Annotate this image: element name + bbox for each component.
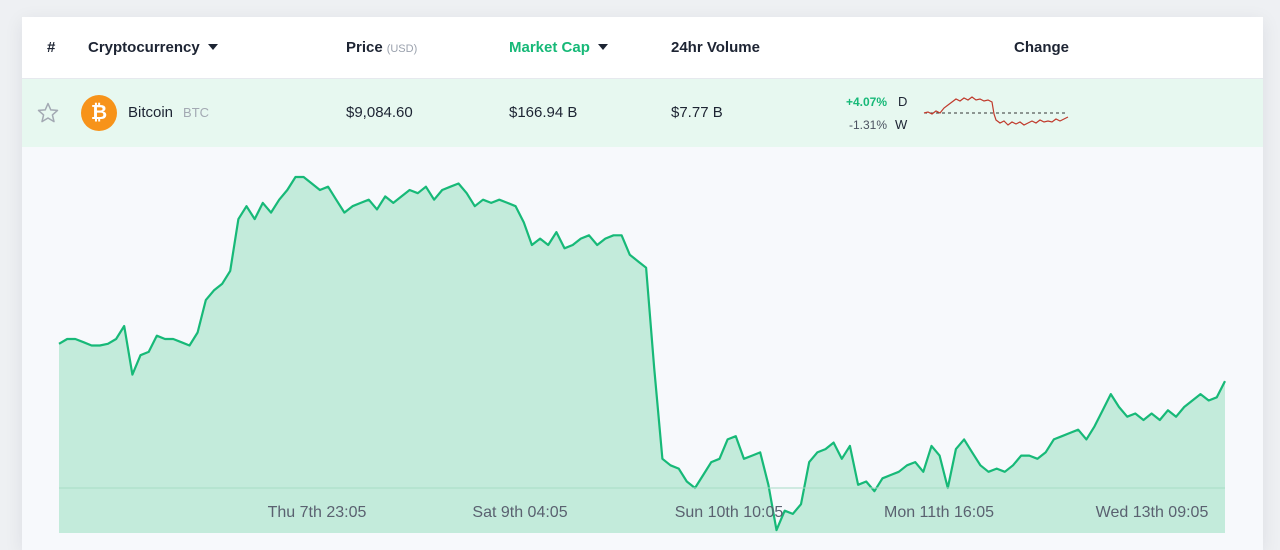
change-week-label: W <box>895 117 908 132</box>
header-market-cap[interactable]: Market Cap <box>509 17 608 78</box>
bitcoin-logo-icon: ₿ <box>81 95 117 131</box>
market-table-card: # Cryptocurrency Price (USD) Market Cap 2… <box>22 17 1263 550</box>
caret-down-icon <box>207 44 218 50</box>
price-area <box>59 177 1225 533</box>
sparkline-line <box>923 96 1069 126</box>
header-market-cap-label: Market Cap <box>509 39 590 56</box>
price-line <box>58 175 1226 532</box>
table-header: # Cryptocurrency Price (USD) Market Cap 2… <box>22 17 1263 79</box>
caret-down-icon <box>597 44 608 50</box>
x-tick-label: Wed 13th 09:05 <box>1096 504 1209 521</box>
header-volume[interactable]: 24hr Volume <box>671 39 760 56</box>
star-outline-icon[interactable] <box>36 101 60 125</box>
change-day-value: +4.07% <box>845 95 887 109</box>
volume-value: $7.77 B <box>671 104 723 121</box>
coin-name: Bitcoin <box>128 104 174 121</box>
header-cryptocurrency-label: Cryptocurrency <box>88 39 200 56</box>
change-sparkline <box>923 96 1069 126</box>
table-row[interactable]: ₿ Bitcoin BTC $9,084.60 $166.94 B $7.77 B… <box>22 79 1263 147</box>
header-cryptocurrency[interactable]: Cryptocurrency <box>88 17 218 78</box>
header-rank[interactable]: # <box>47 39 56 56</box>
x-tick-label: Sun 10th 10:05 <box>675 504 784 521</box>
price-value: $9,084.60 <box>346 104 413 121</box>
header-change[interactable]: Change <box>1014 39 1070 56</box>
change-week-value: -1.31% <box>848 118 887 132</box>
x-tick-label: Thu 7th 23:05 <box>268 504 367 521</box>
change-day-label: D <box>898 94 908 109</box>
market-cap-value: $166.94 B <box>509 104 578 121</box>
x-tick-label: Mon 11th 16:05 <box>884 504 994 521</box>
coin-symbol: BTC <box>183 105 210 120</box>
x-tick-label: Sat 9th 04:05 <box>472 504 567 521</box>
header-price-label: Price <box>346 39 383 56</box>
header-price[interactable]: Price (USD) <box>346 17 417 78</box>
coin-name-cell[interactable]: Bitcoin BTC <box>128 79 209 147</box>
header-price-unit: (USD) <box>386 43 418 55</box>
price-area-chart: Thu 7th 23:05 Sat 9th 04:05 Sun 10th 10:… <box>58 175 1226 533</box>
